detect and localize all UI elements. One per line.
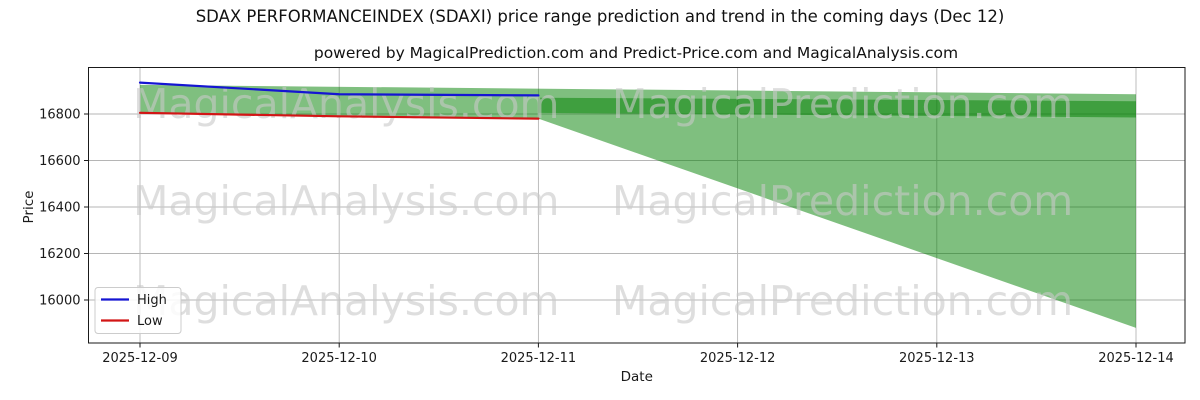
y-tick-label: 16600 — [39, 154, 80, 169]
x-tick-label: 2025-12-09 — [102, 351, 178, 366]
series-lines — [138, 81, 540, 120]
watermark-magicalprediction: MagicalPrediction.com — [612, 80, 1073, 128]
axis-ticks: 2025-12-09 2025-12-10 2025-12-11 2025-12-12… — [39, 107, 1174, 366]
x-axis-label: Date — [621, 369, 653, 385]
watermark-magicalanalysis: MagicalAnalysis.com — [133, 177, 560, 225]
watermark-magicalanalysis: MagicalAnalysis.com — [133, 80, 560, 128]
y-tick-label: 16000 — [39, 293, 80, 308]
chart-title: SDAX PERFORMANCEINDEX (SDAXI) price rang… — [196, 7, 1005, 26]
watermark-magicalanalysis: MagicalAnalysis.com — [133, 277, 560, 325]
watermarks: MagicalAnalysis.com MagicalPrediction.com… — [133, 80, 1073, 325]
y-tick-label: 16200 — [39, 247, 80, 262]
series-line-low — [138, 111, 540, 120]
plot-border — [88, 67, 1186, 344]
y-axis-label: Price — [21, 191, 37, 224]
watermark-magicalprediction: MagicalPrediction.com — [612, 177, 1073, 225]
prediction-bands — [140, 84, 1136, 328]
x-tick-label: 2025-12-10 — [301, 351, 377, 366]
x-tick-label: 2025-12-11 — [501, 351, 577, 366]
price-range-fan-band — [140, 84, 1136, 328]
legend-label-low: Low — [137, 314, 163, 329]
x-tick-label: 2025-12-13 — [899, 351, 975, 366]
y-tick-label: 16800 — [39, 107, 80, 122]
legend-label-high: High — [137, 293, 167, 308]
legend: High Low — [94, 287, 182, 334]
y-tick-label: 16400 — [39, 200, 80, 215]
forecast-core-band — [538, 97, 1136, 118]
watermark-magicalprediction: MagicalPrediction.com — [612, 277, 1073, 325]
x-tick-label: 2025-12-12 — [700, 351, 776, 366]
x-tick-label: 2025-12-14 — [1098, 351, 1174, 366]
series-line-high — [138, 81, 540, 97]
chart-subtitle: powered by MagicalPrediction.com and Pre… — [314, 44, 958, 62]
